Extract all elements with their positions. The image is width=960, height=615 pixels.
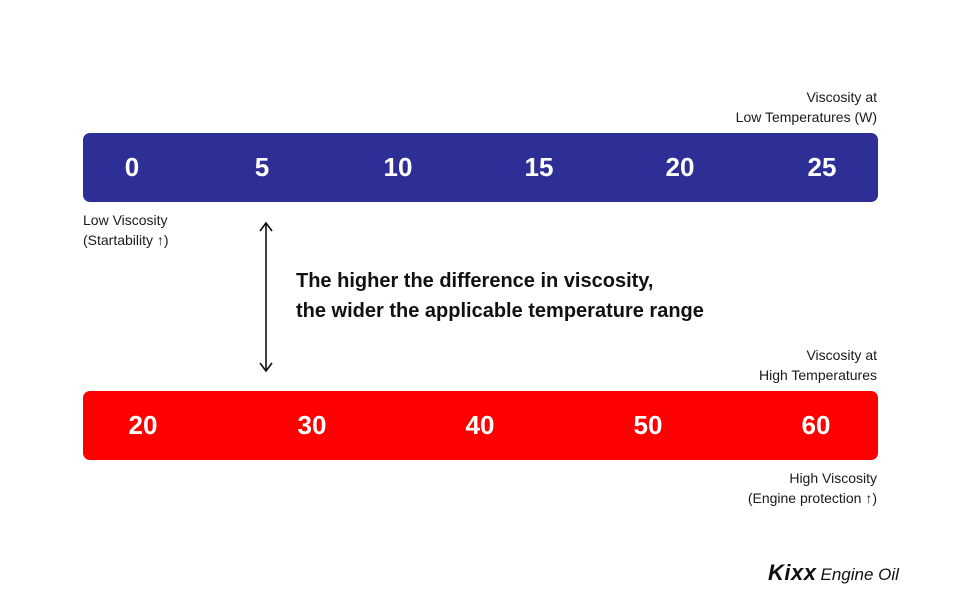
high-viscosity-note: High Viscosity (Engine protection ↑) [748, 468, 877, 508]
high-temp-grade-20: 20 [128, 410, 158, 440]
low-temp-grade-15: 15 [524, 152, 554, 182]
low-temp-caption: Viscosity at Low Temperatures (W) [736, 87, 877, 127]
kixx-engine-oil-logo: Kixx Engine Oil [768, 560, 899, 586]
low-temp-caption-line2: Low Temperatures (W) [735, 109, 877, 125]
low-temp-grade-25: 25 [807, 152, 837, 182]
high-temp-caption-line2: High Temperatures [758, 367, 877, 383]
low-temp-grade-20: 20 [665, 152, 695, 182]
high-temp-viscosity-bar: 20 30 40 50 60 [83, 391, 878, 460]
logo-product: Engine Oil [820, 565, 899, 584]
low-temp-grade-0: 0 [124, 152, 140, 182]
low-temp-grade-5: 5 [254, 152, 270, 182]
viscosity-range-statement: The higher the difference in viscosity, … [296, 266, 704, 326]
high-temp-grade-40: 40 [465, 410, 495, 440]
high-viscosity-note-line1: High Viscosity [789, 470, 877, 486]
low-viscosity-note-line2: (Startability ↑) [83, 232, 169, 248]
high-temp-grade-30: 30 [297, 410, 327, 440]
high-temp-grade-60: 60 [801, 410, 831, 440]
low-temp-grade-10: 10 [383, 152, 413, 182]
statement-line1: The higher the difference in viscosity, [296, 270, 654, 292]
low-temp-viscosity-bar: 0 5 10 15 20 25 [83, 133, 878, 202]
high-temp-caption-line1: Viscosity at [806, 347, 877, 363]
low-viscosity-note-line1: Low Viscosity [83, 212, 168, 228]
high-temp-grade-50: 50 [633, 410, 663, 440]
logo-brand: Kixx [768, 560, 817, 585]
low-temp-caption-line1: Viscosity at [806, 89, 877, 105]
high-temp-caption: Viscosity at High Temperatures [759, 345, 877, 385]
double-headed-vertical-arrow-icon [259, 221, 273, 373]
low-viscosity-note: Low Viscosity (Startability ↑) [83, 210, 169, 250]
high-viscosity-note-line2: (Engine protection ↑) [747, 490, 877, 506]
statement-line2: the wider the applicable temperature ran… [296, 300, 704, 322]
